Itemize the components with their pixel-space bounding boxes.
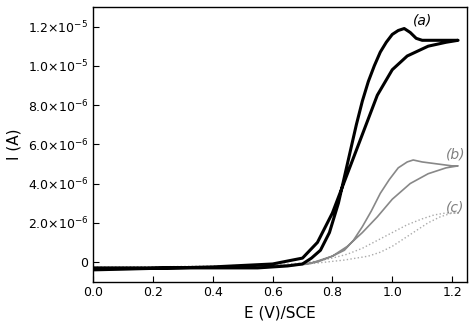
Text: (b): (b) bbox=[446, 147, 465, 161]
Text: (c): (c) bbox=[446, 200, 465, 214]
Text: (a): (a) bbox=[413, 14, 432, 27]
X-axis label: E (V)/SCE: E (V)/SCE bbox=[244, 305, 316, 320]
Y-axis label: I (A): I (A) bbox=[7, 129, 22, 160]
